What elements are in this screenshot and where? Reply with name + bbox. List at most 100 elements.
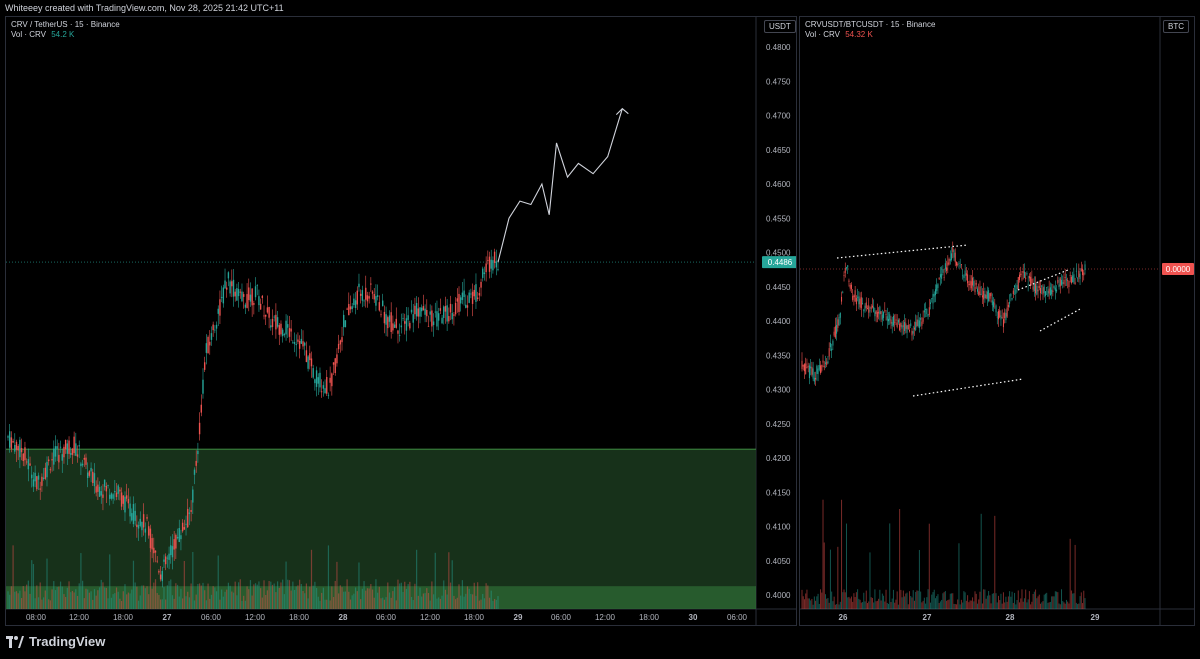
- candle-body: [231, 281, 233, 287]
- time-tick-label-2: 28: [1006, 613, 1015, 622]
- tradingview-logo[interactable]: TradingView: [6, 634, 105, 649]
- candle-body: [15, 441, 18, 450]
- volume-bar: [466, 586, 469, 609]
- candle-body-2: [1016, 285, 1018, 290]
- volume-bar-2: [960, 599, 962, 609]
- volume-label: Vol · CRV: [11, 30, 46, 39]
- volume-bar-2: [813, 596, 815, 609]
- volume-bar: [270, 581, 272, 609]
- candle-body: [495, 261, 498, 268]
- candle-body-2: [976, 288, 978, 292]
- candle-body-2: [841, 296, 843, 302]
- volume-bar: [192, 551, 194, 609]
- currency-button-2[interactable]: BTC: [1163, 20, 1189, 33]
- volume-bar-2: [1026, 602, 1028, 609]
- volume-bar-2: [1042, 601, 1044, 609]
- volume-bar-2: [828, 602, 830, 609]
- candle-body-2: [876, 311, 878, 318]
- candle-body: [39, 488, 41, 490]
- time-tick-label: 06:00: [551, 613, 572, 622]
- volume-bar: [282, 579, 284, 609]
- candle-body: [215, 324, 218, 329]
- volume-bar-2: [878, 598, 880, 609]
- volume-bar-2: [1014, 592, 1016, 609]
- volume-bar-2: [860, 602, 862, 609]
- candle-body: [322, 385, 325, 389]
- volume-bar: [156, 593, 158, 609]
- volume-bar-2: [902, 590, 904, 609]
- symbol-title-2: CRVUSDT/BTCUSDT · 15 · Binance: [805, 20, 936, 29]
- candle-body-2: [807, 366, 809, 368]
- price-tick-label: 0.4700: [766, 112, 791, 121]
- volume-bar-2: [1031, 601, 1033, 609]
- candle-body: [343, 314, 345, 328]
- candle-body: [53, 448, 55, 465]
- volume-bar: [263, 580, 265, 609]
- volume-bar-2: [836, 604, 838, 609]
- candle-body: [93, 473, 96, 487]
- candle-body-2: [905, 323, 907, 329]
- candle-body: [419, 307, 421, 317]
- volume-bar: [310, 549, 313, 609]
- volume-bar: [159, 599, 162, 609]
- volume-bar-2: [931, 594, 933, 609]
- candle-body: [375, 296, 377, 306]
- volume-bar: [397, 579, 399, 609]
- volume-bar: [54, 590, 57, 609]
- candle-body: [324, 388, 326, 394]
- volume-bar: [214, 587, 216, 609]
- volume-bar-2: [841, 499, 843, 609]
- volume-bar-2: [1064, 603, 1066, 609]
- candle-body: [319, 372, 321, 388]
- volume-bar: [399, 583, 401, 609]
- volume-bar-2: [1077, 604, 1079, 609]
- volume-bar: [483, 598, 486, 609]
- volume-bar: [209, 598, 211, 609]
- volume-bar: [360, 599, 362, 609]
- volume-bar-2: [954, 604, 956, 609]
- candle-body: [171, 546, 174, 558]
- volume-bar: [414, 583, 416, 609]
- last-price-label-2: 0.0000: [1166, 265, 1191, 274]
- volume-bar: [110, 597, 113, 609]
- volume-bar: [334, 580, 336, 609]
- candle-body: [31, 474, 33, 479]
- volume-bar: [443, 580, 445, 609]
- chart-pane-crv-btc[interactable]: CRVUSDT/BTCUSDT · 15 · Binance Vol · CRV…: [799, 16, 1195, 626]
- candle-body: [125, 495, 128, 499]
- candle-body: [188, 512, 191, 514]
- candle-body-2: [1054, 287, 1056, 292]
- candle-body: [297, 339, 299, 342]
- candle-body: [61, 454, 63, 461]
- volume-bar: [319, 600, 321, 609]
- candle-body: [56, 446, 58, 449]
- volume-bar: [204, 590, 206, 609]
- candle-body-2: [954, 252, 956, 263]
- candle-body: [268, 307, 270, 318]
- volume-bar: [95, 595, 97, 609]
- price-tick-label: 0.4500: [766, 249, 791, 258]
- price-tick-label: 0.4800: [766, 43, 791, 52]
- candle-body: [117, 485, 119, 494]
- volume-bar: [56, 587, 58, 609]
- candle-body: [346, 308, 348, 310]
- candle-body: [488, 256, 491, 272]
- candle-body: [434, 311, 436, 313]
- chart-pane-crv-usdt[interactable]: CRV / TetherUS · 15 · Binance Vol · CRV …: [5, 16, 797, 626]
- time-tick-label: 18:00: [639, 613, 660, 622]
- volume-bar: [314, 581, 316, 609]
- volume-bar-2: [894, 602, 896, 609]
- volume-bar-2: [911, 597, 913, 609]
- candle-body: [292, 342, 294, 344]
- candle-body-2: [871, 305, 873, 308]
- volume-bar-2: [838, 604, 840, 609]
- volume-bar: [161, 599, 163, 609]
- volume-bar-2: [842, 592, 844, 609]
- volume-bar: [14, 591, 16, 609]
- candle-body-2: [970, 281, 972, 289]
- volume-bar-2: [1016, 600, 1018, 609]
- candle-body: [293, 341, 296, 344]
- price-tick-label: 0.4450: [766, 283, 791, 292]
- last-price-tag: [762, 256, 796, 269]
- currency-button[interactable]: USDT: [764, 20, 796, 33]
